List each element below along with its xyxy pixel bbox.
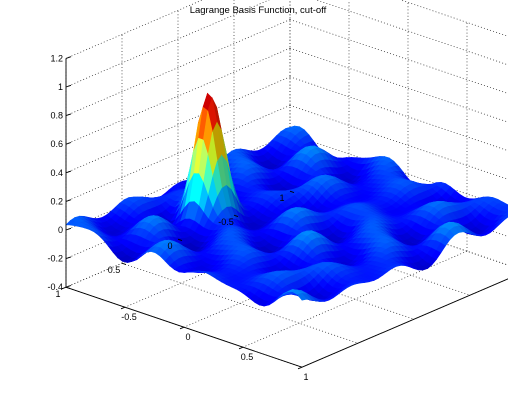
- x-tick-label: 1: [303, 372, 308, 382]
- x-tick-label: -0.5: [121, 312, 137, 322]
- y-tick-mark: [121, 262, 127, 266]
- z-tick-mark: [65, 256, 72, 260]
- y-tick-mark: [289, 190, 295, 194]
- z-tick-mark: [65, 142, 72, 145]
- x-tick-mark: [61, 286, 67, 290]
- x-tick-label: 0.5: [241, 352, 254, 362]
- x-axis-ticks: -0.5 0 0.5 1: [61, 286, 309, 382]
- y-tick-label: 1: [279, 193, 284, 203]
- z-tick-mark: [65, 84, 72, 88]
- y-tick-label: 1: [55, 289, 60, 299]
- z-axis-ticks: -0.4 -0.2 0 0.2 0.4 0.6 0.8 1 1.2: [47, 53, 72, 292]
- z-tick-label: -0.2: [47, 254, 63, 264]
- z-tick-label: 0.4: [50, 168, 63, 178]
- y-tick-mark: [177, 238, 183, 242]
- z-tick-mark: [65, 170, 72, 174]
- z-tick-label: 0.2: [50, 196, 63, 206]
- surface-facet: [503, 214, 508, 219]
- z-tick-mark: [65, 113, 72, 117]
- x-tick-label: 0: [185, 332, 190, 342]
- x-tick-mark: [238, 346, 244, 350]
- z-tick-mark: [65, 56, 72, 59]
- surface-facet: [296, 293, 308, 301]
- y-tick-label: 0: [167, 241, 172, 251]
- z-tick-mark: [65, 227, 72, 231]
- z-tick-mark: [65, 199, 72, 202]
- z-tick-label: 0.6: [50, 139, 63, 149]
- z-tick-label: 0.8: [50, 111, 63, 121]
- y-tick-label: -0.5: [218, 217, 234, 227]
- surface-mesh: [65, 92, 508, 307]
- z-tick-label: 0: [58, 225, 63, 235]
- x-tick-mark: [179, 326, 185, 330]
- x-tick-mark: [120, 306, 126, 310]
- y-tick-label: 0.5: [108, 265, 121, 275]
- y-tick-mark: [65, 286, 71, 290]
- y-axis-ticks: 1 0.5 0 -0.5 1: [55, 190, 295, 299]
- y-tick-mark: [233, 214, 239, 218]
- x-tick-mark: [297, 366, 303, 370]
- y-axis-line: [301, 278, 508, 368]
- z-tick-label: 1.2: [50, 53, 63, 63]
- z-tick-mark: [65, 285, 72, 288]
- chart-title: Lagrange Basis Function, cut-off: [190, 5, 327, 16]
- z-tick-label: 1: [58, 82, 63, 92]
- z-tick-label: -0.4: [47, 282, 63, 292]
